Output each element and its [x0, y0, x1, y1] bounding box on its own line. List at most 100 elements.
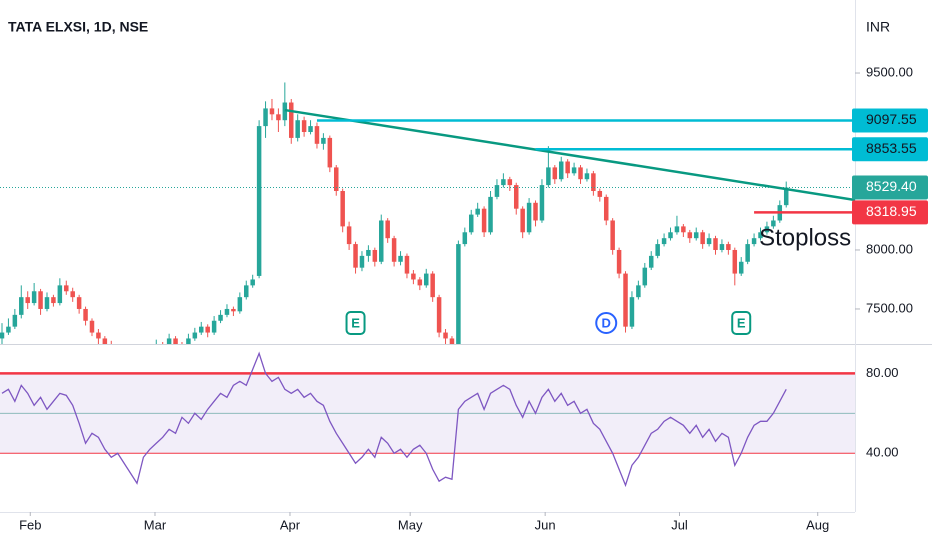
candle-body: [481, 208, 487, 233]
candle-body: [295, 120, 300, 138]
candle-body: [751, 238, 757, 245]
candle-body: [6, 326, 11, 333]
candle-body: [276, 114, 281, 121]
candle-body: [693, 232, 699, 239]
candle-body: [83, 308, 88, 321]
price-pane: Stoploss E D E: [0, 82, 855, 344]
candle-body: [616, 249, 622, 274]
event-label: E: [351, 315, 360, 330]
candle-body: [186, 338, 191, 344]
rsi-line: [1, 351, 787, 488]
candle-body: [192, 332, 198, 339]
price-tag: [852, 108, 928, 133]
x-tick-label: Jul: [671, 517, 688, 532]
candle-body: [353, 244, 358, 268]
candle-body: [334, 167, 339, 191]
candle-body: [623, 273, 628, 327]
x-tick-label: May: [398, 517, 423, 532]
candle-body: [308, 126, 313, 133]
x-tick-label: Jun: [535, 517, 556, 532]
candle-body: [244, 285, 249, 298]
candle-body: [771, 220, 776, 227]
event-label: E: [737, 315, 746, 330]
candle-body: [256, 126, 262, 276]
candle-body: [636, 285, 641, 298]
candle-body: [468, 214, 474, 233]
candle-body: [12, 314, 18, 327]
candle-body: [385, 220, 390, 239]
candle-body: [173, 338, 178, 344]
rsi-pane: [0, 351, 855, 488]
currency: INR: [866, 19, 890, 35]
candle-body: [231, 308, 236, 312]
candle-body: [456, 244, 461, 344]
candle-body: [301, 120, 307, 133]
candle-body: [321, 137, 326, 144]
candle-body: [533, 202, 538, 221]
candle-body: [449, 338, 455, 344]
candle-body: [436, 297, 442, 333]
candle-body: [340, 190, 345, 227]
candle-body: [359, 255, 365, 268]
candle-body: [224, 308, 230, 315]
candle-body: [19, 297, 24, 315]
candle-body: [166, 338, 172, 344]
last-price-tag: [852, 175, 928, 200]
candle-body: [263, 108, 268, 127]
candle-body: [443, 332, 448, 339]
candle-body: [706, 238, 712, 245]
candle-body: [366, 249, 371, 256]
candle-body: [539, 185, 545, 221]
candle-body: [44, 297, 50, 309]
event-label: D: [602, 315, 611, 330]
candle-body: [783, 187, 789, 206]
x-tick-label: Feb: [19, 517, 41, 532]
candle-body: [379, 220, 384, 262]
candle-body: [648, 255, 654, 268]
candle-body: [610, 220, 615, 250]
candle-body: [31, 291, 37, 304]
y-tick-label: 9500.00: [866, 64, 913, 79]
candle-body: [565, 161, 570, 174]
candle-body: [25, 297, 30, 304]
chart-title: TATA ELXSI, 1D, NSE: [8, 19, 148, 35]
candle-body: [51, 297, 56, 304]
candle-body: [584, 173, 590, 180]
y-tick-label: 8000.00: [866, 241, 913, 256]
x-tick-label: Apr: [280, 517, 301, 532]
candle-body: [629, 297, 635, 327]
candle-body: [719, 244, 725, 250]
y-tick-label: 7500.00: [866, 300, 913, 315]
axes: 7500.00 8000.00 9500.00 Feb Mar Apr May Jun Jul A…: [19, 64, 928, 532]
candle-body: [0, 332, 5, 339]
candle-body: [398, 255, 403, 262]
candle-body: [526, 202, 532, 233]
trendline: [284, 108, 855, 202]
event-marker: [731, 311, 752, 335]
candle-body: [391, 238, 397, 262]
candle-body: [488, 196, 493, 233]
candle-body: [327, 137, 333, 168]
candle-body: [423, 273, 429, 286]
x-tick-label: Mar: [144, 517, 167, 532]
price-tag-label: 9097.55: [866, 111, 917, 127]
candle-body: [552, 167, 558, 180]
candle-body: [57, 285, 63, 304]
candle-body: [513, 185, 519, 209]
candle-body: [661, 238, 667, 245]
candle-body: [642, 267, 648, 286]
candle-body: [571, 167, 577, 174]
candle-body: [475, 208, 480, 215]
candle-body: [314, 126, 320, 144]
candle-body: [76, 297, 82, 309]
candle-body: [726, 244, 731, 250]
candle-body: [558, 161, 564, 180]
candle-body: [70, 291, 75, 298]
candle-body: [404, 255, 410, 274]
last-price-tag-label: 8529.40: [866, 178, 917, 194]
x-tick-label: Aug: [806, 517, 829, 532]
candle-body: [462, 232, 468, 245]
candle-body: [411, 273, 416, 280]
candle-body: [372, 249, 378, 262]
candle-body: [758, 232, 763, 239]
